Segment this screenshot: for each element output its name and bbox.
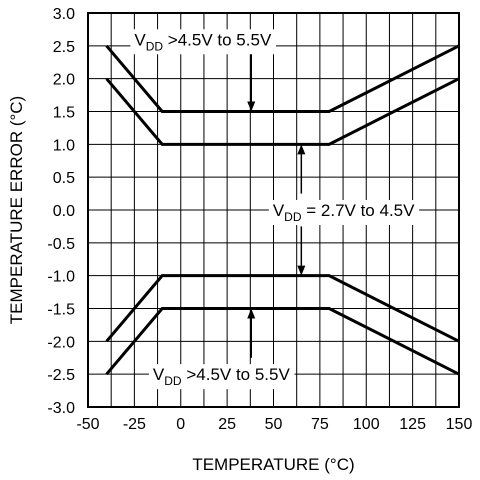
x-axis-title: TEMPERATURE (°C) — [192, 455, 354, 474]
y-tick-label: 1.0 — [53, 137, 75, 154]
x-tick-label: 125 — [399, 416, 426, 433]
annotations: VDD >4.5V to 5.5V VDD = 2.7V to 4.5V VDD >… — [130, 29, 420, 390]
annotation-label-background — [268, 200, 420, 225]
annotation-arrow-head — [297, 144, 306, 155]
y-tick-label: 3.0 — [53, 6, 75, 23]
annotation-arrow-head — [297, 265, 306, 276]
y-tick-label: -1.0 — [47, 269, 75, 286]
y-tick-label: 2.5 — [53, 39, 75, 56]
tick-labels: -50 -25 0 25 50 75 100 125 150 3.0 2.5 2.0 1.5 1.0 0.5… — [47, 6, 472, 433]
x-tick-label: -50 — [76, 416, 99, 433]
x-tick-label: 50 — [265, 416, 283, 433]
series-line-4 — [105, 307, 460, 376]
y-tick-label: 2.0 — [53, 72, 75, 89]
annotation-arrow-head — [247, 101, 256, 112]
annotation-arrow-head — [247, 308, 256, 319]
annotation-label: VDD >4.5V to 5.5V — [153, 365, 291, 388]
annotation-label: VDD = 2.7V to 4.5V — [273, 201, 415, 224]
y-tick-label: -3.0 — [47, 400, 75, 417]
x-tick-label: 75 — [311, 416, 329, 433]
plot-frame — [87, 12, 460, 408]
series-line-1 — [105, 44, 460, 113]
series-line-2 — [105, 77, 460, 146]
annotation-label-background — [148, 364, 295, 390]
x-tick-label: 0 — [176, 416, 185, 433]
y-tick-label: 0.0 — [53, 203, 75, 220]
series-line-3 — [105, 274, 460, 343]
x-tick-label: 25 — [218, 416, 236, 433]
y-tick-label: -2.5 — [47, 367, 75, 384]
x-tick-label: -25 — [123, 416, 146, 433]
y-axis-title: TEMPERATURE ERROR (°C) — [7, 96, 26, 324]
series-group — [105, 44, 460, 376]
annotation-label: VDD >4.5V to 5.5V — [134, 30, 272, 53]
y-tick-label: -0.5 — [47, 236, 75, 253]
y-tick-label: 0.5 — [53, 170, 75, 187]
x-tick-label: 150 — [446, 416, 473, 433]
y-tick-label: -1.5 — [47, 302, 75, 319]
annotation-label-background — [130, 29, 276, 55]
y-tick-label: 1.5 — [53, 105, 75, 122]
y-tick-label: -2.0 — [47, 334, 75, 351]
x-tick-label: 100 — [353, 416, 380, 433]
